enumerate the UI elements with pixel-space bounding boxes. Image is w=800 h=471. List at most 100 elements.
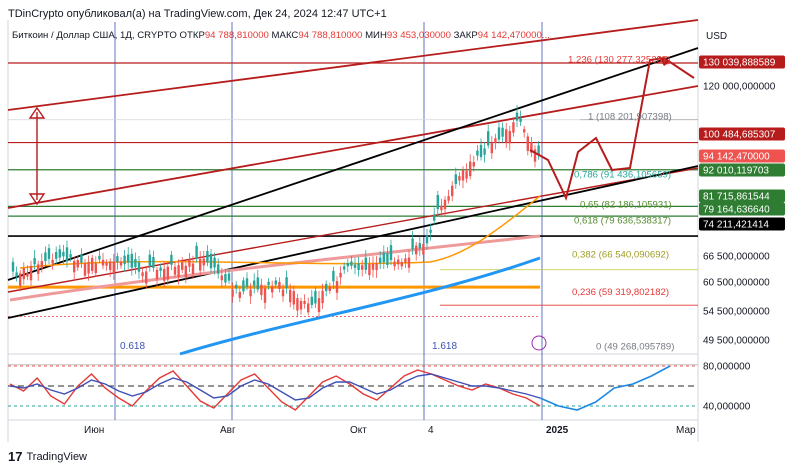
candle-body <box>231 289 234 297</box>
annotation-1: 1.618 <box>432 341 457 352</box>
candle-body <box>87 261 90 274</box>
candle-body <box>350 261 353 266</box>
projection-arrow-head <box>658 56 670 66</box>
price-tag-bg-2 <box>699 127 785 141</box>
close-value: 94 142,470000... <box>477 30 550 41</box>
price-label-10: 54 500,000000 <box>703 307 770 318</box>
low-value: 93 453,030000 <box>386 30 451 41</box>
candle-body <box>101 259 105 266</box>
price-tag-bg-0 <box>699 55 785 69</box>
black-channel-top <box>7 47 699 281</box>
open-label: ОТКР <box>179 30 205 41</box>
candle-body <box>310 296 313 305</box>
osc-label-1: 40,000000 <box>703 402 751 413</box>
candle-body <box>159 267 162 271</box>
candle-body <box>382 252 385 263</box>
candle-body <box>145 271 148 284</box>
candle-body <box>130 253 133 268</box>
time-tick-2: Окт <box>350 425 367 436</box>
candle-body <box>202 258 205 266</box>
candle-body <box>440 205 443 211</box>
candle-body <box>461 170 465 181</box>
black-channel-bottom <box>7 165 699 319</box>
candle-body <box>379 257 382 264</box>
time-tick-0: Июн <box>84 425 104 436</box>
time-tick-4: 2025 <box>546 425 569 436</box>
candle-body <box>173 266 177 275</box>
candle-body <box>155 269 159 280</box>
candle-body <box>271 286 274 293</box>
candle-body <box>206 251 209 263</box>
candle-body <box>217 264 220 274</box>
price-label-5: 81 715,861544 <box>703 192 770 203</box>
candle-body <box>469 161 472 177</box>
red-channel-bottom <box>7 85 699 209</box>
fib-label-3: 0,65 (82 186,105931) <box>580 200 672 211</box>
candle-body <box>199 258 202 271</box>
candle-body <box>386 253 389 266</box>
candle-body <box>400 262 403 267</box>
candle-body <box>148 254 151 267</box>
candle-body <box>501 127 504 137</box>
candle-body <box>515 112 519 121</box>
candle-body <box>166 266 169 280</box>
candle-body <box>181 262 184 270</box>
tradingview-footer[interactable]: 17 TradingView <box>8 449 87 464</box>
candle-body <box>476 150 479 156</box>
candle-body <box>418 243 421 249</box>
candle-body <box>328 286 331 291</box>
candle-body <box>292 291 295 305</box>
candle-body <box>443 199 447 210</box>
candle-body <box>429 229 432 233</box>
candle-body <box>343 266 346 270</box>
candle-body <box>422 243 425 255</box>
candle-body <box>332 270 335 282</box>
measure-arrow-bottom <box>28 193 46 206</box>
fib-label-0: 1,236 (130 277,325287) <box>568 54 670 65</box>
tradingview-logo-icon: 17 <box>8 449 23 464</box>
candle-body <box>472 162 475 167</box>
candle-body <box>163 268 166 281</box>
candle-body <box>411 238 414 250</box>
candle-body <box>116 256 119 263</box>
candle-body <box>209 253 213 269</box>
candle-body <box>109 261 112 271</box>
candle-body <box>73 261 76 273</box>
candle-body <box>40 261 43 269</box>
orange-ma-line <box>19 195 541 269</box>
candle-body <box>256 277 259 290</box>
close-label: ЗАКР <box>453 30 478 41</box>
currency-label[interactable]: USD <box>706 31 728 42</box>
price-label-7: 74 211,421414 <box>703 220 769 231</box>
candle-body <box>112 261 115 274</box>
price-tag-bg-6 <box>699 202 785 216</box>
candle-body <box>51 259 54 264</box>
candle-body <box>242 280 245 292</box>
candle-body <box>278 282 281 289</box>
candle-body <box>353 264 357 268</box>
candle-body <box>62 251 65 257</box>
candle-body <box>98 255 101 260</box>
candle-body <box>26 273 29 277</box>
lightning-icon <box>531 335 547 351</box>
candle-body <box>317 298 321 313</box>
candle-body <box>76 260 79 268</box>
candle-body <box>245 278 249 287</box>
candle-body <box>11 261 15 272</box>
tradingview-brand: TradingView <box>26 450 88 463</box>
osc-label-0: 80,000000 <box>703 362 751 373</box>
candle-body <box>303 301 306 305</box>
candle-body <box>314 290 317 304</box>
candle-body <box>69 254 72 258</box>
fib-label-5: 0,382 (66 540,090692) <box>572 250 669 261</box>
measure-arrow-top <box>28 106 46 119</box>
candle-body <box>33 257 36 265</box>
candle-body <box>170 254 173 265</box>
candle-body <box>465 170 468 179</box>
candle-body <box>47 248 51 259</box>
price-label-4: 92 010,119703 <box>703 166 769 177</box>
candle-body <box>364 257 367 270</box>
candle-body <box>339 272 342 278</box>
candle-body <box>508 130 511 144</box>
